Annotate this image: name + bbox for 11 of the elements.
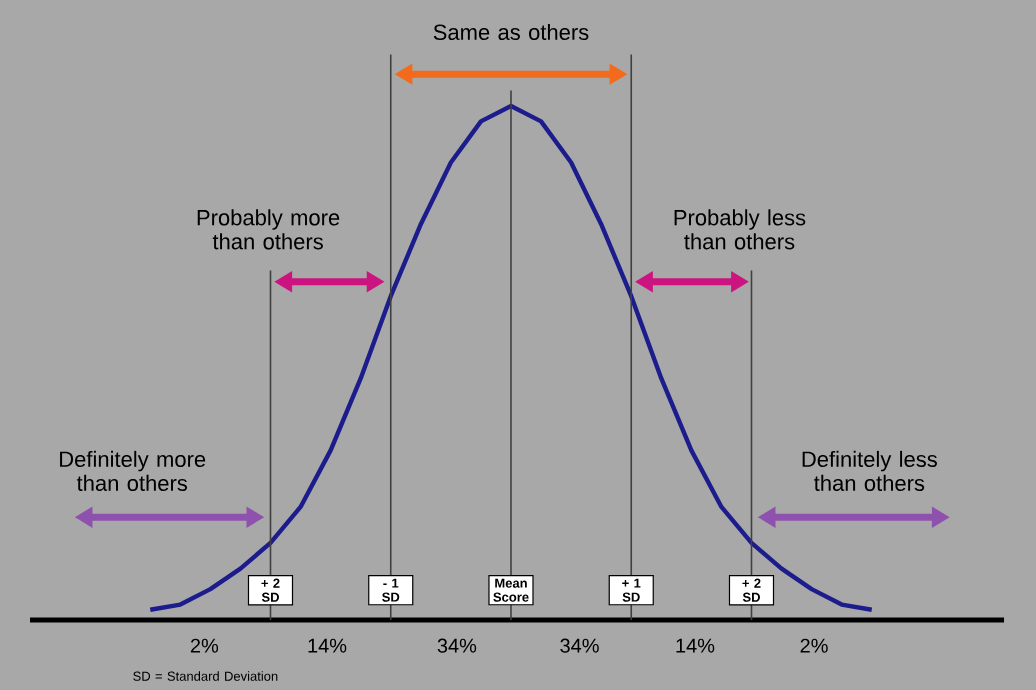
annotation: Probably less than others <box>674 209 806 250</box>
text: Same as others <box>433 23 589 41</box>
annotation: Definitely more than others <box>60 450 206 492</box>
text: 14% <box>676 638 715 653</box>
text: 34% <box>560 638 599 653</box>
text: 34% <box>437 638 477 653</box>
text: 2% <box>800 638 828 653</box>
annotation: Probably more than others <box>197 209 340 250</box>
text: 14% <box>308 638 347 653</box>
annotation: Definitely less than others <box>802 450 937 492</box>
text: 2% <box>190 638 219 653</box>
